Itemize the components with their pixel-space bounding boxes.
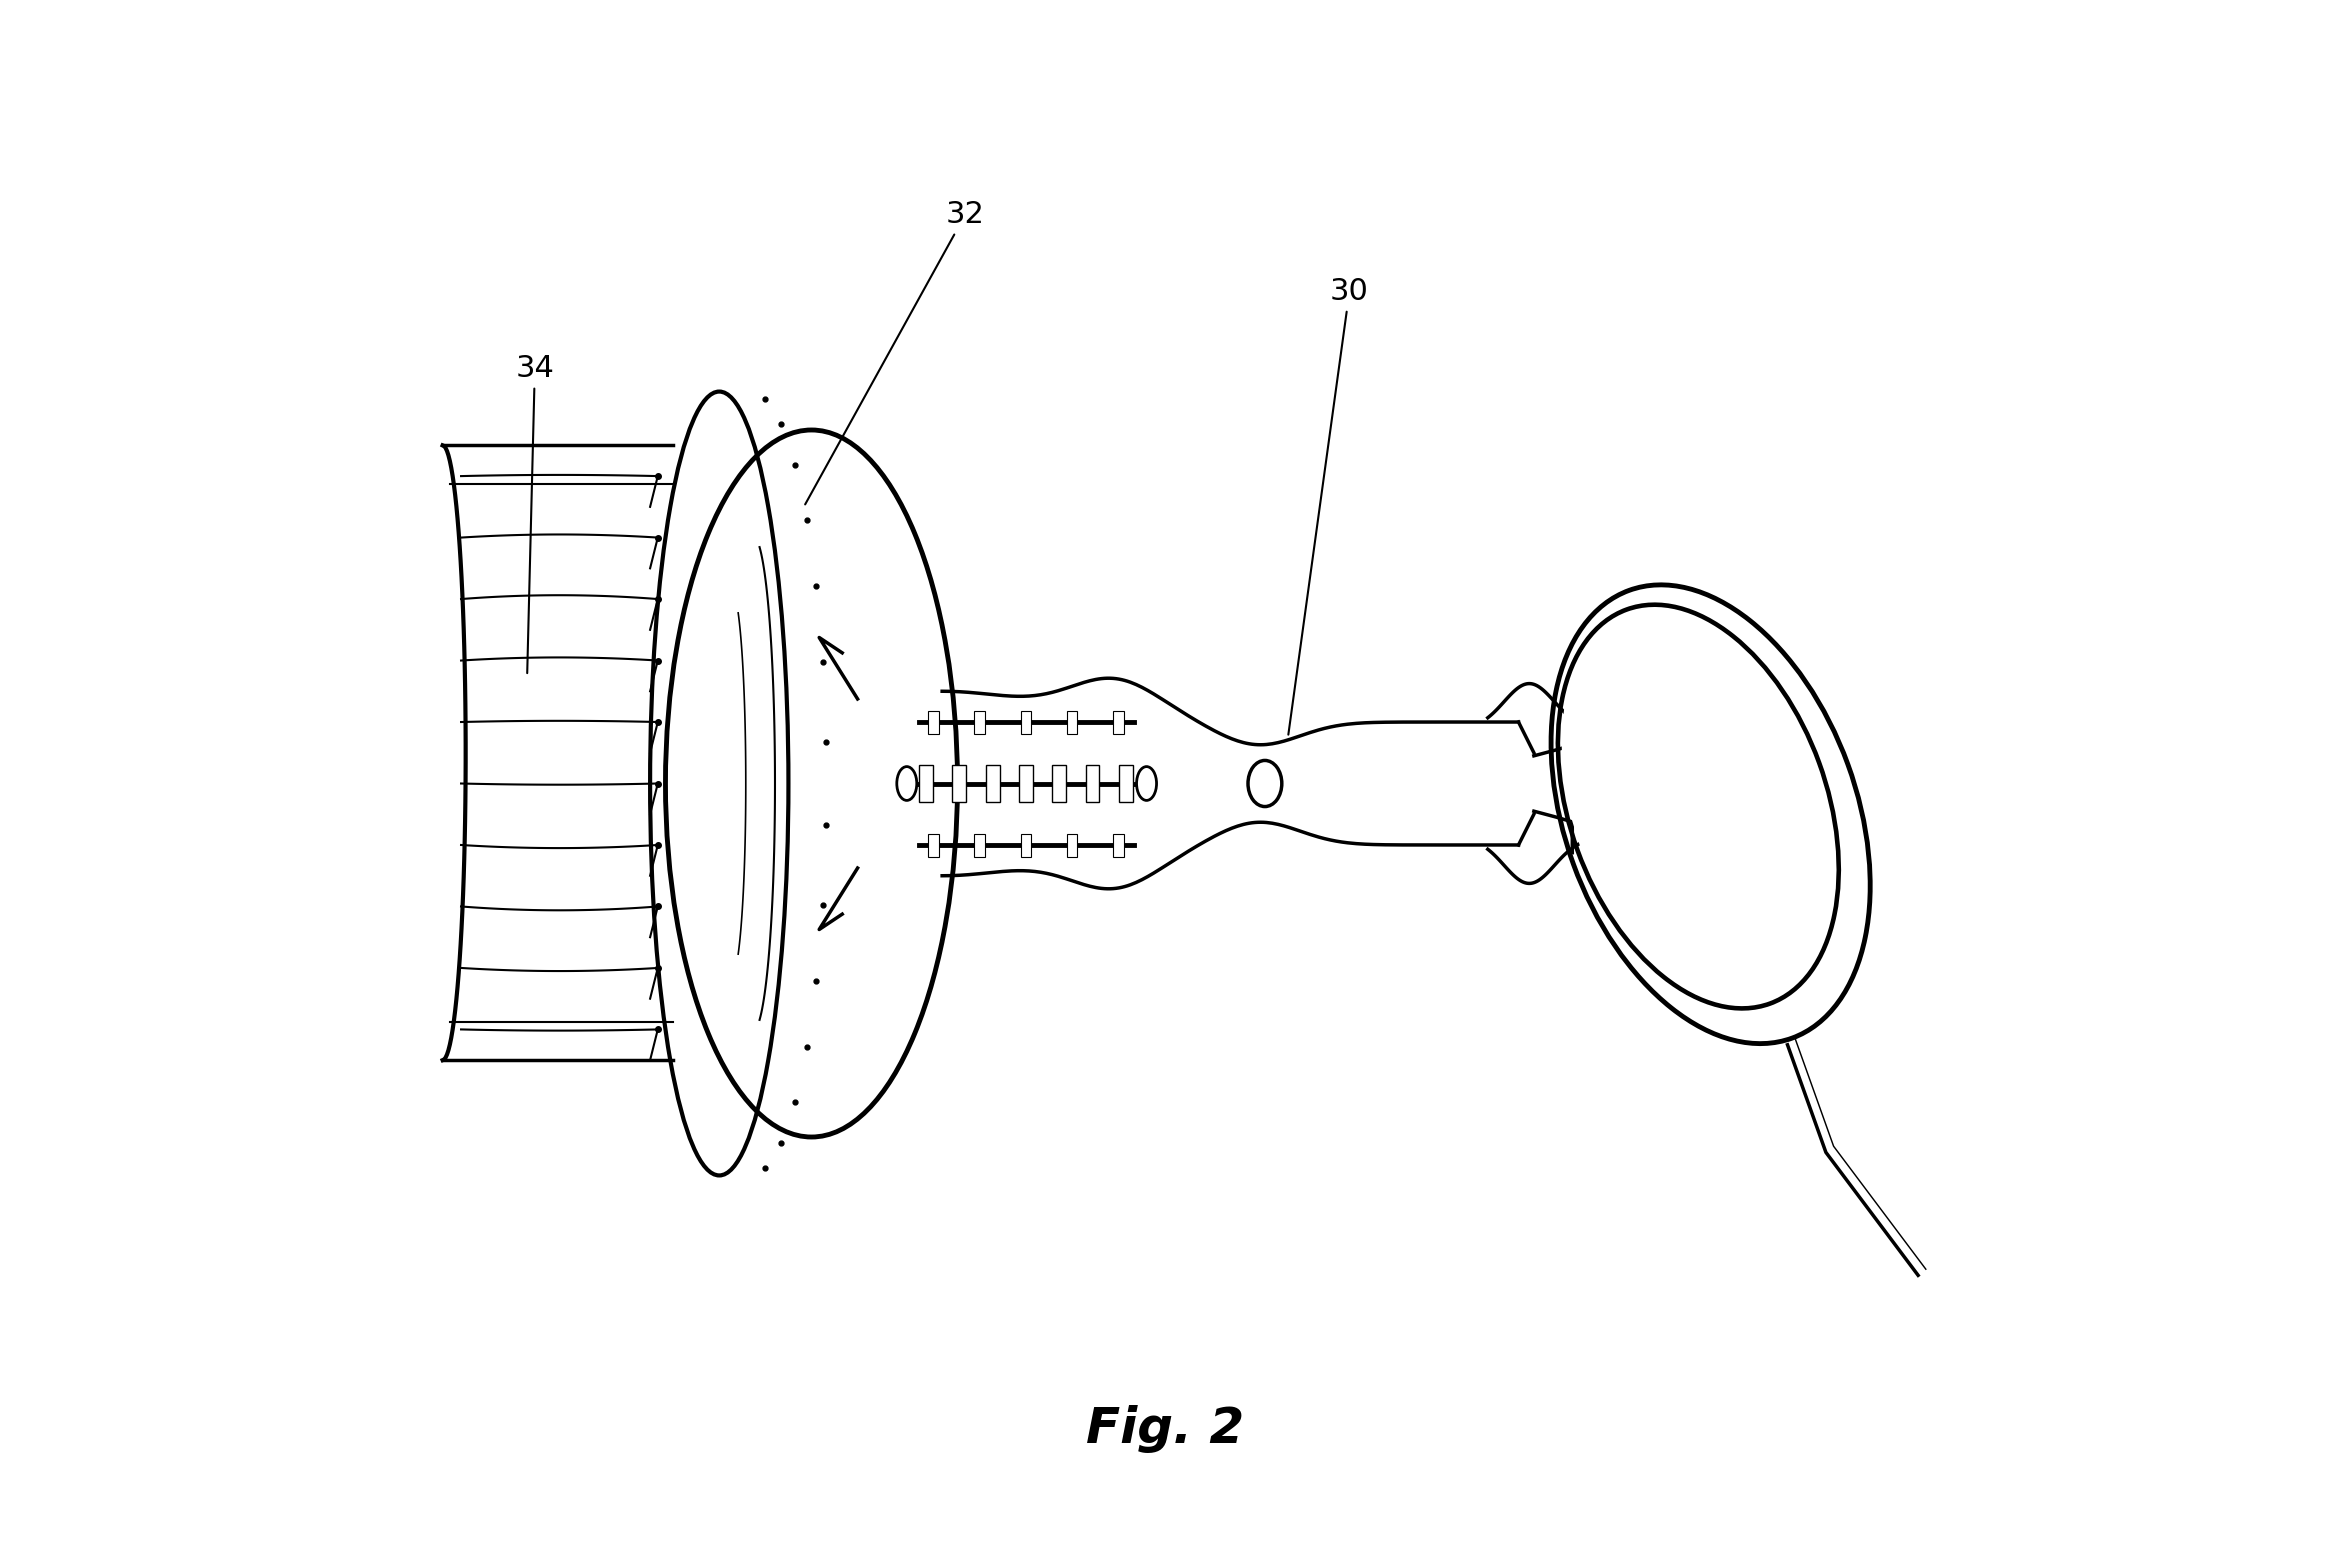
Bar [927, 711, 939, 735]
Text: 34: 34 [515, 354, 555, 674]
Bar [1480, 691, 1680, 876]
Text: 30: 30 [1288, 277, 1370, 735]
Bar [1086, 765, 1100, 802]
Ellipse shape [1575, 649, 1773, 934]
Bar [918, 765, 932, 802]
Bar [1118, 765, 1132, 802]
Bar [1114, 711, 1123, 735]
Text: 32: 32 [806, 201, 986, 505]
Bar [1021, 834, 1032, 857]
Ellipse shape [1561, 608, 1836, 1004]
Bar [953, 765, 967, 802]
Ellipse shape [1582, 668, 1741, 899]
Bar [986, 765, 1000, 802]
Ellipse shape [1568, 628, 1803, 970]
Bar [974, 834, 986, 857]
Bar [1053, 765, 1067, 802]
Bar [1018, 765, 1032, 802]
Bar [1021, 711, 1032, 735]
Bar [1067, 834, 1076, 857]
Bar [1114, 834, 1123, 857]
Text: Fig. 2: Fig. 2 [1086, 1406, 1244, 1453]
Bar [927, 834, 939, 857]
Bar [974, 711, 986, 735]
Bar [1067, 711, 1076, 735]
